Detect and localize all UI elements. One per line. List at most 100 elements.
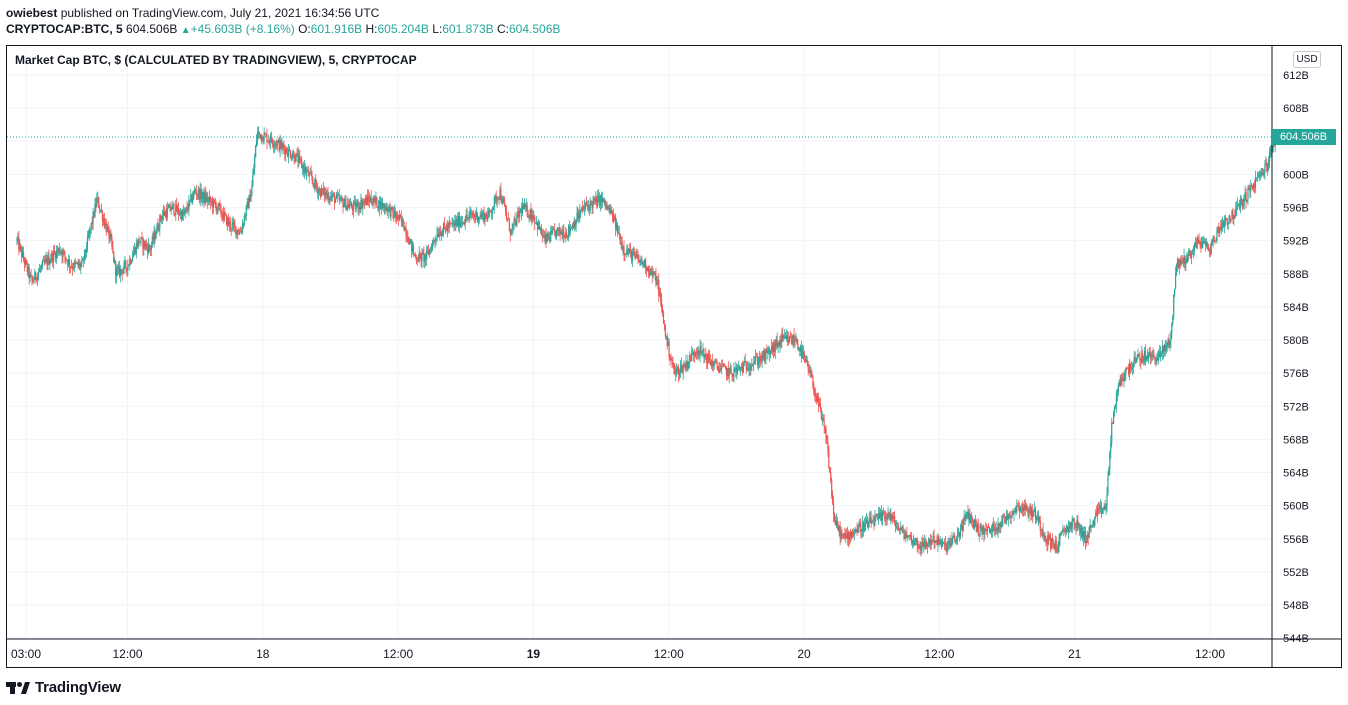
candle-body — [479, 214, 481, 218]
candle-body — [1033, 510, 1035, 517]
candle-body — [494, 196, 496, 198]
tradingview-logo[interactable]: TradingView — [6, 678, 121, 696]
candle-body — [823, 421, 825, 427]
symbol-label[interactable]: CRYPTOCAP:BTC, 5 — [6, 22, 123, 36]
candle-body — [910, 535, 913, 543]
candle-body — [17, 237, 19, 239]
candle-body — [284, 148, 286, 155]
candle-body — [1221, 225, 1223, 230]
candle-body — [391, 207, 393, 208]
candle-body — [1041, 529, 1043, 531]
candle-body — [280, 140, 282, 149]
candle-body — [265, 134, 267, 136]
candle-body — [1273, 145, 1275, 147]
candle-body — [1130, 367, 1133, 369]
candle-body — [1199, 243, 1201, 245]
candle-body — [616, 223, 619, 234]
candle-body — [745, 362, 747, 368]
candle-body — [754, 356, 757, 362]
candle-body — [1053, 544, 1055, 549]
candle-body — [778, 342, 780, 346]
candle-body — [1140, 360, 1142, 363]
candle-body — [129, 259, 131, 266]
candle-body — [44, 259, 46, 263]
candle-body — [336, 194, 339, 196]
candle-body — [776, 339, 778, 347]
candle-body — [166, 207, 168, 218]
candle-body — [203, 191, 205, 202]
candle-body — [727, 368, 729, 376]
candle-body — [1134, 356, 1136, 362]
candle-body — [26, 263, 28, 272]
candle-body — [577, 212, 579, 219]
candle-body — [755, 356, 758, 358]
candle-body — [1246, 199, 1248, 202]
candle-body — [813, 386, 815, 393]
candle-body — [579, 211, 581, 217]
candle-body — [784, 335, 786, 337]
candle-body — [89, 229, 91, 231]
candle-body — [1012, 511, 1014, 515]
candle-body — [662, 312, 665, 324]
candle-body — [225, 214, 228, 226]
candle-body — [1091, 526, 1093, 527]
candle-body — [235, 226, 237, 235]
candle-body — [349, 202, 352, 206]
candle-body — [690, 354, 692, 362]
candle-body — [95, 203, 97, 207]
candle-body — [309, 172, 311, 174]
candle-body — [1026, 507, 1028, 511]
candle-body — [137, 238, 139, 248]
candle-body — [185, 207, 187, 210]
candle-body — [883, 514, 885, 517]
candle-body — [209, 197, 212, 203]
candle-body — [21, 247, 23, 257]
candle-body — [200, 188, 202, 200]
candle-body — [716, 361, 718, 367]
candle-body — [67, 260, 69, 265]
candle-body — [618, 232, 620, 235]
candle-body — [22, 252, 24, 257]
candle-body — [621, 242, 623, 249]
candle-body — [481, 214, 483, 218]
candle-body — [1145, 355, 1148, 361]
candle-body — [380, 200, 383, 208]
candle-body — [1178, 259, 1180, 268]
candle-body — [922, 542, 924, 546]
candle-body — [830, 472, 832, 481]
candle-body — [281, 143, 283, 149]
candle-body — [661, 300, 663, 309]
candle-body — [1250, 186, 1252, 192]
candle-body — [422, 252, 424, 254]
candle-body — [757, 362, 759, 365]
candle-body — [1219, 227, 1221, 233]
candle-body — [175, 204, 177, 215]
candle-body — [22, 252, 25, 260]
candle-body — [986, 530, 988, 531]
candle-body — [1038, 516, 1040, 521]
author-name[interactable]: owiebest — [6, 6, 58, 20]
candle-body — [462, 221, 464, 223]
candle-body — [164, 211, 167, 216]
candle-body — [1050, 538, 1053, 548]
candle-body — [180, 211, 183, 220]
candle-body — [88, 230, 90, 237]
currency-selector[interactable]: USD — [1293, 51, 1321, 68]
candle-body — [1034, 509, 1036, 511]
candle-body — [402, 218, 404, 228]
candle-body — [1068, 527, 1071, 529]
candle-body — [777, 342, 779, 347]
candle-body — [168, 204, 170, 208]
candle-body — [845, 535, 847, 539]
candle-body — [935, 540, 937, 542]
candle-body — [1102, 508, 1104, 510]
candle-body — [1083, 531, 1086, 539]
candle-body — [829, 467, 831, 473]
candle-body — [1229, 216, 1231, 221]
close-label: C: — [496, 22, 509, 36]
candle-body — [454, 220, 456, 225]
candle-body — [423, 253, 425, 262]
chart-frame[interactable] — [6, 45, 1342, 668]
candle-body — [274, 143, 276, 145]
